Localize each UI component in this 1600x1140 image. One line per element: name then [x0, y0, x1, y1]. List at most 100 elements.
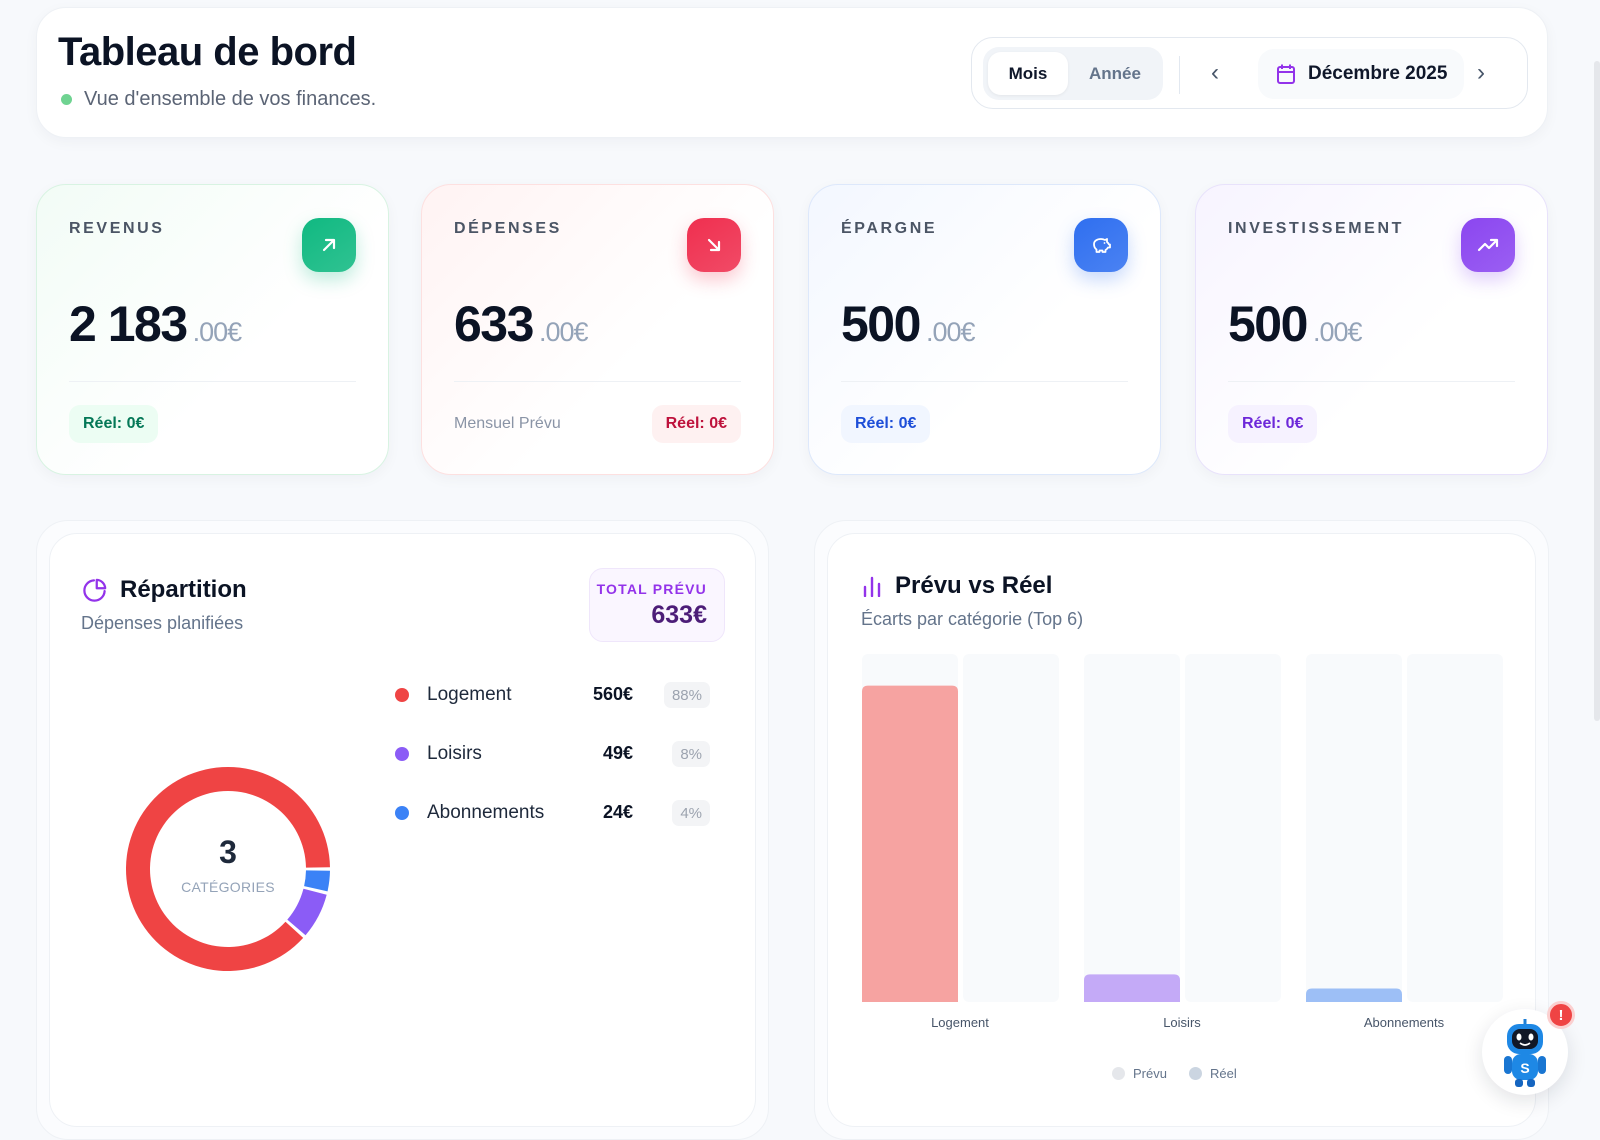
- bar-track: [1084, 654, 1180, 1002]
- stat-value-decimals: .00€: [192, 317, 243, 347]
- bar-track: [963, 654, 1059, 1002]
- stat-note: Mensuel Prévu: [454, 415, 561, 432]
- stat-value-decimals: .00€: [1312, 317, 1363, 347]
- stat-label: REVENUS: [69, 220, 165, 237]
- actual-badge: Réel: 0€: [841, 405, 931, 443]
- divider: [1228, 381, 1515, 382]
- pie-chart-icon: [83, 578, 107, 602]
- category-count-label: CATÉGORIES: [181, 879, 275, 895]
- bar-prévu-loisirs[interactable]: [1084, 974, 1180, 1002]
- bar-prévu-abonnements[interactable]: [1306, 988, 1402, 1002]
- donut-slice-abonnements[interactable]: [304, 870, 330, 892]
- category-percent: 88%: [663, 682, 710, 708]
- svg-text:S: S: [1520, 1060, 1529, 1076]
- stat-card-investissement: INVESTISSEMENT 500.00€ Réel: 0€: [1195, 184, 1548, 475]
- stat-card-dépenses: DÉPENSES 633.00€ Mensuel Prévu Réel: 0€: [421, 184, 774, 475]
- category-name: Loisirs: [427, 743, 482, 764]
- piggy-bank-icon: [1074, 218, 1128, 272]
- actual-badge: Réel: 0€: [651, 405, 741, 443]
- legend-swatch: [1112, 1067, 1125, 1080]
- subtitle-text: Vue d'ensemble de vos finances.: [84, 88, 377, 110]
- tab-annee[interactable]: Année: [1089, 63, 1141, 83]
- stat-value: 500.00€: [841, 295, 975, 353]
- stat-value-int: 2 183: [69, 296, 188, 352]
- assistant-button[interactable]: S: [1482, 1009, 1568, 1095]
- x-tick-label: Loisirs: [1163, 1015, 1201, 1030]
- divider: [841, 381, 1128, 382]
- title-text: Répartition: [120, 576, 247, 603]
- header-card: Tableau de bord Vue d'ensemble de vos fi…: [36, 7, 1548, 138]
- divider: [69, 381, 356, 382]
- notification-badge[interactable]: !: [1547, 1001, 1575, 1029]
- bar-prévu-logement[interactable]: [862, 685, 958, 1002]
- stat-card-épargne: ÉPARGNE 500.00€ Réel: 0€: [808, 184, 1161, 475]
- category-count: 3: [219, 834, 237, 870]
- stat-value-int: 500: [1228, 296, 1308, 352]
- repartition-title: Répartition: [81, 576, 247, 604]
- divider: [1179, 56, 1180, 94]
- chart-title: Prévu vs Réel: [861, 572, 1052, 600]
- legend-item-loisirs: Loisirs 49€ 8%: [390, 739, 720, 769]
- stat-value-decimals: .00€: [538, 317, 589, 347]
- category-amount: 24€: [602, 802, 633, 822]
- total-label: TOTAL PRÉVU: [596, 581, 707, 597]
- legend-item-abonnements: Abonnements 24€ 4%: [390, 798, 720, 828]
- scrollbar[interactable]: [1594, 61, 1600, 721]
- title-text: Prévu vs Réel: [895, 572, 1053, 599]
- category-name: Logement: [427, 684, 512, 705]
- legend-swatch: [1188, 1067, 1202, 1080]
- legend-dot: [395, 747, 409, 761]
- chevron-left-icon[interactable]: ‹: [1211, 59, 1219, 86]
- actual-badge: Réel: 0€: [69, 405, 159, 443]
- legend-prévu[interactable]: Prévu: [1112, 1066, 1167, 1081]
- bar-track: [1407, 654, 1503, 1002]
- chevron-right-icon[interactable]: ›: [1477, 59, 1485, 86]
- period-label: Décembre 2025: [1308, 63, 1448, 84]
- chart-legend: Prévu Réel: [1112, 1066, 1237, 1081]
- stat-value-decimals: .00€: [925, 317, 976, 347]
- stat-value: 500.00€: [1228, 295, 1362, 353]
- legend-réel[interactable]: Réel: [1188, 1066, 1237, 1081]
- stat-value-int: 633: [454, 296, 534, 352]
- trending-up-icon: [1461, 218, 1515, 272]
- category-amount: 560€: [592, 684, 633, 704]
- view-toggle: Mois Année: [983, 47, 1163, 100]
- period-controls: Mois Année ‹ Décembre 2025 ›: [971, 37, 1528, 109]
- arrow-down-right-icon: [687, 218, 741, 272]
- repartition-subtitle: Dépenses planifiées: [81, 613, 244, 633]
- page-title: Tableau de bord: [58, 30, 357, 74]
- planned-vs-actual-panel: Prévu vs Réel Écarts par catégorie (Top …: [814, 520, 1549, 1140]
- legend-label: Réel: [1209, 1066, 1237, 1081]
- tab-mois[interactable]: Mois: [988, 52, 1068, 95]
- bar-track: [1185, 654, 1281, 1002]
- period-picker[interactable]: Décembre 2025: [1258, 49, 1464, 99]
- bar-chart-icon: [863, 576, 881, 597]
- stat-value-int: 500: [841, 296, 921, 352]
- total-value: 633€: [651, 601, 707, 629]
- status-dot: [61, 94, 72, 105]
- legend-label: Prévu: [1133, 1066, 1167, 1081]
- arrow-up-right-icon: [302, 218, 356, 272]
- legend-dot: [395, 688, 409, 702]
- category-percent: 4%: [672, 800, 710, 826]
- robot-mascot-icon: S: [1504, 1019, 1546, 1087]
- stat-value: 633.00€: [454, 295, 588, 353]
- legend-dot: [395, 806, 409, 820]
- donut-chart: [126, 767, 330, 972]
- stat-card-revenus: REVENUS 2 183.00€ Réel: 0€: [36, 184, 389, 475]
- donut-slice-loisirs[interactable]: [287, 888, 327, 936]
- repartition-panel: Répartition Dépenses planifiées TOTAL PR…: [36, 520, 769, 1140]
- x-tick-label: Abonnements: [1363, 1015, 1445, 1030]
- total-planned-box: TOTAL PRÉVU 633€: [589, 568, 725, 642]
- bar-track: [1306, 654, 1402, 1002]
- stat-label: ÉPARGNE: [841, 220, 938, 237]
- category-name: Abonnements: [427, 802, 545, 823]
- stat-label: DÉPENSES: [454, 220, 562, 237]
- actual-badge: Réel: 0€: [1228, 405, 1318, 443]
- stat-value: 2 183.00€: [69, 295, 243, 353]
- calendar-icon: [1277, 64, 1295, 84]
- category-amount: 49€: [602, 743, 633, 763]
- category-percent: 8%: [672, 741, 710, 767]
- legend-item-logement: Logement 560€ 88%: [390, 680, 720, 710]
- divider: [454, 381, 741, 382]
